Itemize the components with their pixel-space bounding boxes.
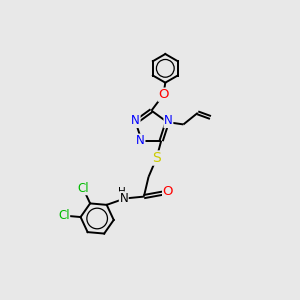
Text: N: N <box>119 192 128 205</box>
Text: O: O <box>163 185 173 199</box>
Text: N: N <box>164 115 173 128</box>
Text: N: N <box>136 134 145 147</box>
Text: H: H <box>118 187 126 197</box>
Text: N: N <box>131 115 140 128</box>
Text: Cl: Cl <box>77 182 89 195</box>
Text: Cl: Cl <box>58 209 70 222</box>
Text: O: O <box>158 88 169 101</box>
Text: S: S <box>152 151 161 165</box>
